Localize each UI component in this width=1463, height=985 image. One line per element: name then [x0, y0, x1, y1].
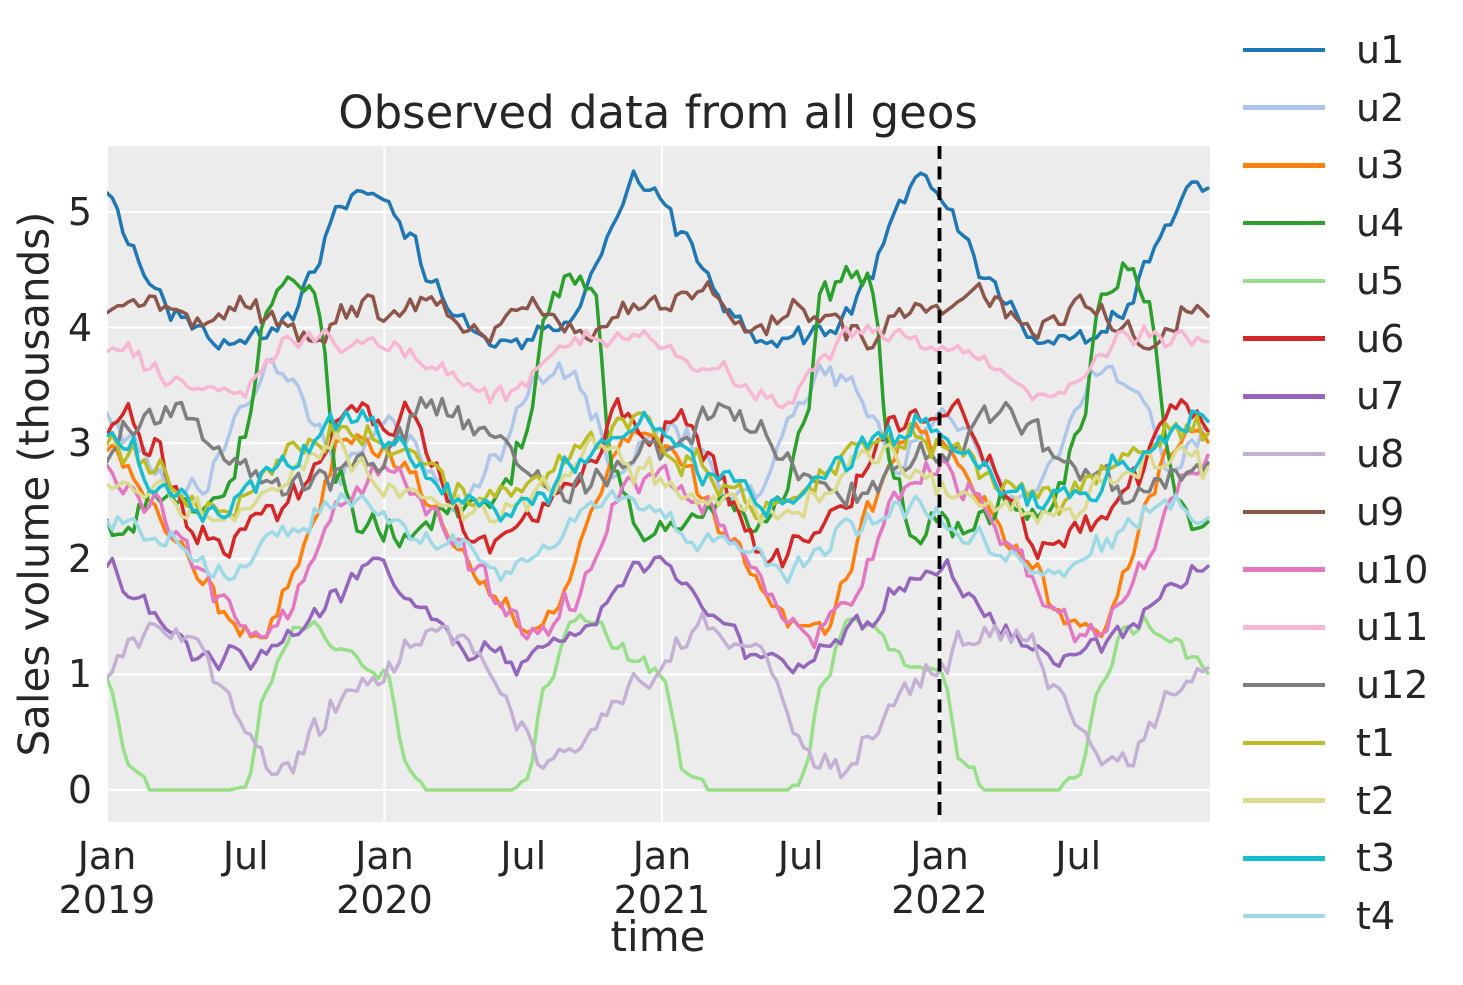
- legend-line-swatch: [1243, 278, 1325, 284]
- y-tick-label: 0: [67, 768, 92, 812]
- legend-entry: t1: [1243, 714, 1428, 772]
- legend-entry: u5: [1243, 252, 1428, 310]
- legend-entry: u9: [1243, 483, 1428, 541]
- series-u11: [107, 323, 1210, 410]
- legend-entry: u8: [1243, 425, 1428, 483]
- legend-label: t4: [1356, 894, 1396, 939]
- x-tick-label-minor: Jul: [222, 834, 269, 878]
- x-axis-label: time: [610, 912, 706, 961]
- legend-label: u8: [1356, 432, 1405, 477]
- legend-label: u3: [1356, 143, 1405, 188]
- legend-entry: t2: [1243, 772, 1428, 830]
- legend-label: u1: [1356, 27, 1405, 72]
- legend-entry: u11: [1243, 599, 1428, 657]
- x-tick-label-minor: Jul: [500, 834, 547, 878]
- series-t2: [107, 431, 1210, 526]
- legend-entry: u4: [1243, 194, 1428, 252]
- legend-label: u11: [1356, 605, 1429, 650]
- legend-entry: t3: [1243, 830, 1428, 888]
- y-tick-label: 5: [67, 190, 92, 234]
- series-t3: [107, 408, 1210, 524]
- series-u8: [107, 611, 1210, 780]
- legend-line-swatch: [1243, 567, 1325, 572]
- legend-label: u2: [1356, 85, 1405, 130]
- legend-line-swatch: [1243, 798, 1325, 803]
- y-tick-label: 2: [67, 536, 92, 581]
- legend-label: t2: [1356, 778, 1396, 823]
- x-tick-year: 2019: [58, 878, 156, 923]
- x-tick-label-minor: Jul: [777, 834, 824, 878]
- legend-label: u9: [1356, 489, 1405, 534]
- legend-label: t3: [1356, 836, 1396, 881]
- x-tick-label-major: Jan 2022: [891, 834, 988, 922]
- series-u7: [107, 554, 1210, 677]
- x-tick-label-minor: Jul: [1055, 834, 1102, 878]
- legend-line-swatch: [1243, 220, 1325, 226]
- legend-entry: u2: [1243, 79, 1428, 137]
- x-tick-month: Jan: [77, 834, 137, 878]
- legend-line-swatch: [1243, 394, 1325, 399]
- series-t4: [107, 488, 1210, 585]
- x-tick-label-major: Jan 2019: [59, 834, 156, 922]
- legend-entry: u1: [1243, 21, 1428, 79]
- legend-line-swatch: [1243, 740, 1325, 746]
- legend-line-swatch: [1243, 451, 1325, 457]
- series-u9: [107, 280, 1210, 351]
- y-tick-label: 3: [67, 421, 92, 466]
- legend: u1 u2 u3 u4 u5 u6 u7 u8 u9 u10 u11 u12 t1 t2 t3 t4: [1243, 21, 1428, 945]
- legend-label: u4: [1356, 201, 1405, 246]
- legend-entry: u12: [1243, 656, 1428, 714]
- legend-label: u5: [1356, 258, 1405, 303]
- legend-label: u7: [1356, 374, 1405, 419]
- legend-label: u12: [1356, 663, 1429, 708]
- legend-line-swatch: [1243, 163, 1325, 168]
- x-tick-year: 2022: [891, 878, 988, 923]
- x-tick-month: Jan: [632, 834, 692, 878]
- y-tick-label: 1: [67, 652, 92, 697]
- x-tick-month: Jan: [355, 834, 414, 878]
- x-tick-label-major: Jan 2021: [614, 834, 711, 922]
- legend-entry: u6: [1243, 310, 1428, 368]
- legend-line-swatch: [1243, 47, 1325, 53]
- legend-label: t1: [1356, 720, 1396, 765]
- x-tick-year: 2021: [613, 878, 711, 923]
- legend-entry: t4: [1243, 887, 1428, 945]
- series-u1: [107, 169, 1210, 351]
- x-tick-label-major: Jan 2020: [336, 834, 433, 922]
- legend-line-swatch: [1243, 105, 1325, 110]
- legend-line-swatch: [1243, 856, 1325, 861]
- legend-entry: u10: [1243, 541, 1428, 599]
- series-u12: [107, 396, 1210, 508]
- legend-label: u6: [1356, 316, 1405, 361]
- y-tick-label: 4: [67, 305, 92, 350]
- legend-line-swatch: [1243, 509, 1325, 515]
- legend-entry: u3: [1243, 137, 1428, 195]
- legend-line-swatch: [1243, 336, 1325, 341]
- chart-title: Observed data from all geos: [338, 86, 978, 139]
- x-tick-month: Jan: [910, 834, 969, 878]
- legend-line-swatch: [1243, 682, 1325, 688]
- legend-line-swatch: [1243, 625, 1325, 630]
- x-tick-year: 2020: [336, 878, 433, 923]
- legend-label: u10: [1356, 547, 1429, 592]
- legend-entry: u7: [1243, 368, 1428, 426]
- legend-line-swatch: [1243, 913, 1325, 919]
